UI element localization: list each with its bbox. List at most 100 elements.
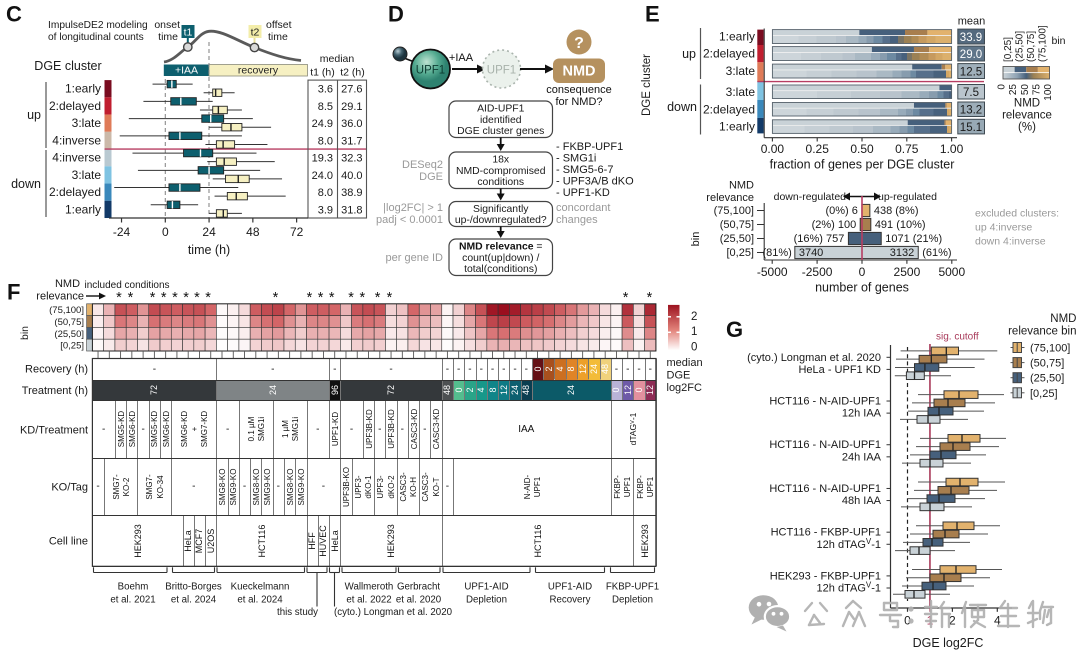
svg-text:27.6: 27.6	[341, 84, 362, 96]
svg-text:up 4:inverse: up 4:inverse	[975, 222, 1032, 234]
svg-text:[0,25]: [0,25]	[60, 341, 84, 352]
svg-text:3740: 3740	[799, 247, 823, 259]
svg-text:31.7: 31.7	[341, 135, 362, 147]
svg-text:18x: 18x	[492, 154, 510, 165]
svg-text:1:early: 1:early	[719, 120, 755, 134]
svg-text:5000: 5000	[938, 265, 965, 279]
svg-text:1.00: 1.00	[940, 142, 964, 156]
svg-text:number of genes: number of genes	[815, 281, 909, 295]
svg-text:et al. 2024: et al. 2024	[171, 595, 217, 606]
svg-text:19.3: 19.3	[312, 153, 333, 165]
svg-text:2500: 2500	[894, 265, 921, 279]
svg-text:F: F	[7, 280, 20, 305]
svg-text:?: ?	[574, 35, 584, 52]
svg-text:3:late: 3:late	[726, 64, 756, 78]
svg-text:(75,100]: (75,100]	[1038, 25, 1049, 62]
svg-text:Recovery (h): Recovery (h)	[25, 364, 88, 376]
svg-text:total(conditions): total(conditions)	[464, 264, 537, 275]
svg-text:3132: 3132	[890, 247, 914, 259]
svg-text:Depletion: Depletion	[612, 595, 653, 606]
svg-text:KD/Treatment: KD/Treatment	[20, 424, 88, 436]
svg-text:38.9: 38.9	[341, 187, 362, 199]
svg-text:Treatment (h): Treatment (h)	[22, 385, 88, 397]
svg-text:identified: identified	[480, 115, 522, 126]
svg-text:48: 48	[246, 225, 260, 239]
svg-text:0.75: 0.75	[895, 142, 919, 156]
svg-text:(81%): (81%)	[762, 247, 791, 259]
svg-text:ImpulseDE2 modeling: ImpulseDE2 modeling	[48, 20, 148, 31]
svg-text:12h dTAGV-1: 12h dTAGV-1	[817, 581, 881, 595]
svg-text:- FKBP-UPF1: - FKBP-UPF1	[556, 141, 623, 153]
svg-text:33.9: 33.9	[960, 32, 982, 44]
svg-text:*: *	[387, 290, 393, 306]
svg-text:t2: t2	[251, 27, 260, 39]
svg-text:(25,50]: (25,50]	[1030, 373, 1064, 385]
svg-text:75: 75	[1031, 84, 1042, 96]
svg-text:DGE: DGE	[419, 171, 443, 183]
svg-text:(75,100]: (75,100]	[714, 205, 754, 217]
svg-text:8.0: 8.0	[318, 135, 333, 147]
svg-text:down: down	[11, 177, 41, 191]
svg-text:[0,25]: [0,25]	[1030, 388, 1058, 400]
svg-text:8.0: 8.0	[318, 187, 333, 199]
svg-text:fraction of genes per DGE clus: fraction of genes per DGE cluster	[770, 158, 955, 172]
svg-text:8.5: 8.5	[318, 101, 333, 113]
svg-text:*: *	[647, 290, 653, 306]
svg-text:48h IAA: 48h IAA	[842, 495, 882, 507]
svg-text:C: C	[6, 2, 22, 27]
svg-text:(50,75]: (50,75]	[54, 317, 84, 328]
svg-text:relevance: relevance	[1002, 110, 1052, 122]
svg-text:*: *	[161, 290, 167, 306]
svg-text:UPF1-AID: UPF1-AID	[548, 582, 592, 593]
svg-text:0: 0	[859, 265, 866, 279]
svg-text:- SMG5-6-7: - SMG5-6-7	[556, 164, 613, 176]
svg-text:32.3: 32.3	[341, 153, 362, 165]
svg-text:consequence: consequence	[546, 84, 611, 96]
svg-text:mean: mean	[958, 16, 986, 28]
svg-text:t1 (h): t1 (h)	[310, 67, 335, 79]
svg-text:relevance: relevance	[706, 192, 754, 204]
svg-text:E: E	[645, 2, 660, 27]
svg-text:HEK293 - FKBP-UPF1: HEK293 - FKBP-UPF1	[770, 570, 881, 582]
svg-text:relevance: relevance	[36, 291, 84, 303]
svg-text:DGE cluster: DGE cluster	[641, 54, 653, 116]
svg-text:of longitudinal counts: of longitudinal counts	[48, 32, 144, 43]
svg-text:|log2FC| > 1: |log2FC| > 1	[383, 202, 443, 214]
svg-text:13.2: 13.2	[960, 104, 982, 116]
svg-text:up-regulated: up-regulated	[878, 191, 937, 203]
svg-text:3.6: 3.6	[318, 84, 333, 96]
svg-text:50: 50	[1020, 84, 1031, 96]
svg-text:12.5: 12.5	[960, 66, 982, 78]
svg-text:7.5: 7.5	[963, 87, 979, 99]
svg-text:et al. 2020: et al. 2020	[396, 595, 442, 606]
svg-text:-24: -24	[113, 225, 131, 239]
svg-text:0.00: 0.00	[761, 142, 785, 156]
svg-text:2:delayed: 2:delayed	[703, 47, 755, 61]
svg-text:*: *	[205, 290, 211, 306]
svg-text:29.0: 29.0	[960, 49, 982, 61]
svg-text:HCT116 - N-AID-UPF1: HCT116 - N-AID-UPF1	[769, 483, 881, 495]
svg-text:*: *	[375, 290, 381, 306]
svg-text:Cell line: Cell line	[49, 536, 88, 548]
svg-text:*: *	[329, 290, 335, 306]
svg-text:NMD: NMD	[55, 278, 80, 290]
svg-text:24.0: 24.0	[312, 170, 333, 182]
svg-text:bin: bin	[19, 326, 31, 340]
svg-text:24.9: 24.9	[312, 118, 333, 130]
svg-text:1:early: 1:early	[65, 82, 101, 96]
svg-text:15.1: 15.1	[960, 122, 982, 134]
svg-text:DGE: DGE	[667, 370, 691, 382]
svg-text:down 4:inverse: down 4:inverse	[975, 236, 1046, 248]
svg-text:*: *	[183, 290, 189, 306]
svg-text:concordant: concordant	[556, 202, 610, 214]
svg-text:DGE cluster: DGE cluster	[34, 59, 101, 73]
svg-text:(16%) 757: (16%) 757	[794, 233, 845, 245]
svg-text:DGE cluster genes: DGE cluster genes	[457, 126, 544, 137]
svg-text:sig. cutoff: sig. cutoff	[936, 332, 979, 343]
svg-text:0: 0	[997, 84, 1008, 90]
svg-text:1:early: 1:early	[719, 30, 755, 44]
svg-text:HeLa - UPF1 KD: HeLa - UPF1 KD	[798, 364, 881, 376]
svg-text:4:inverse: 4:inverse	[52, 133, 101, 147]
svg-text:(%): (%)	[1018, 122, 1036, 134]
svg-text:bin: bin	[690, 232, 702, 247]
